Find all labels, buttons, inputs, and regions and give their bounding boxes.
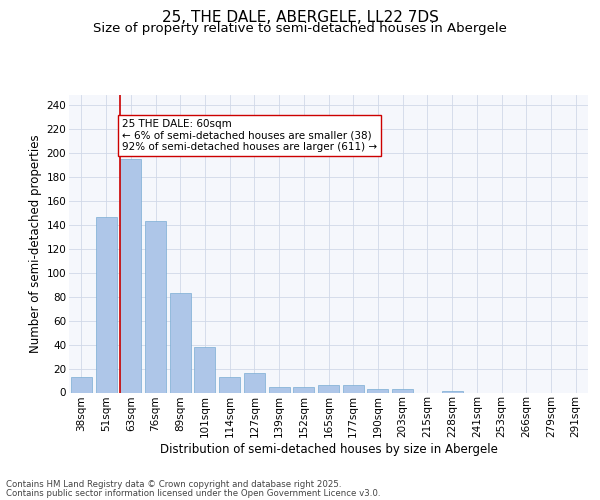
Bar xyxy=(343,386,364,392)
Bar xyxy=(293,386,314,392)
Text: Contains public sector information licensed under the Open Government Licence v3: Contains public sector information licen… xyxy=(6,489,380,498)
Bar xyxy=(120,158,141,392)
Text: Size of property relative to semi-detached houses in Abergele: Size of property relative to semi-detach… xyxy=(93,22,507,35)
Y-axis label: Number of semi-detached properties: Number of semi-detached properties xyxy=(29,134,43,353)
Bar xyxy=(269,386,290,392)
Bar xyxy=(392,389,413,392)
Bar xyxy=(145,221,166,392)
Text: 25, THE DALE, ABERGELE, LL22 7DS: 25, THE DALE, ABERGELE, LL22 7DS xyxy=(161,10,439,25)
Bar xyxy=(194,347,215,393)
Bar xyxy=(318,386,339,392)
Text: Contains HM Land Registry data © Crown copyright and database right 2025.: Contains HM Land Registry data © Crown c… xyxy=(6,480,341,489)
Bar xyxy=(367,389,388,392)
Bar xyxy=(219,377,240,392)
X-axis label: Distribution of semi-detached houses by size in Abergele: Distribution of semi-detached houses by … xyxy=(160,443,497,456)
Text: 25 THE DALE: 60sqm
← 6% of semi-detached houses are smaller (38)
92% of semi-det: 25 THE DALE: 60sqm ← 6% of semi-detached… xyxy=(122,119,377,152)
Bar xyxy=(71,377,92,392)
Bar xyxy=(244,374,265,392)
Bar xyxy=(95,218,116,392)
Bar xyxy=(170,293,191,392)
